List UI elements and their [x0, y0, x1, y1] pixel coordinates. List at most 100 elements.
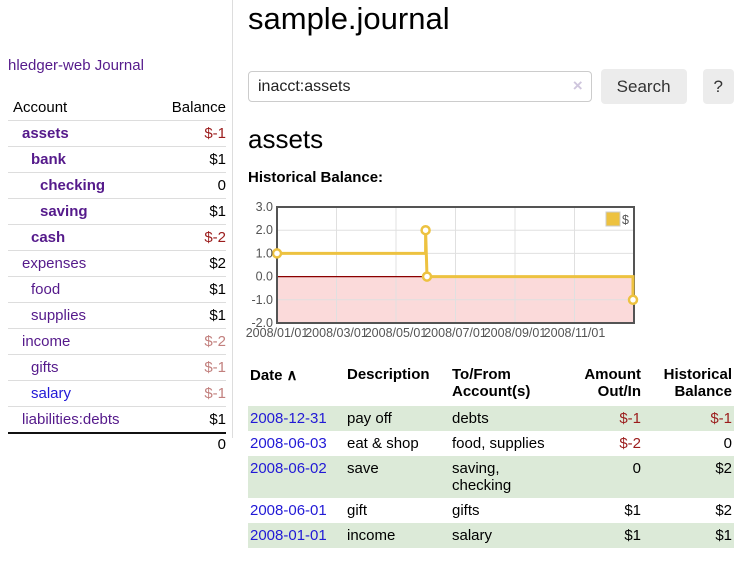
y-tick-label: 0.0	[256, 270, 273, 284]
y-tick-label: -2.0	[251, 316, 273, 330]
account-row: expenses $2	[8, 250, 226, 277]
help-button[interactable]: ?	[702, 69, 734, 105]
transaction-date-link[interactable]: 2008-06-03	[250, 435, 327, 452]
column-header-amount[interactable]: Amount Out/In	[550, 362, 643, 406]
column-header-balance-label2: Balance	[674, 383, 732, 400]
account-balance: $1	[154, 146, 226, 173]
accounts-total-row: 0	[8, 432, 226, 455]
transaction-accounts: saving, checking	[452, 460, 512, 494]
account-row: liabilities:debts $1	[8, 406, 226, 433]
transaction-balance: $-1	[710, 410, 732, 427]
register-row: 2008-01-01 income salary $1 $1	[248, 523, 734, 548]
column-header-description[interactable]: Description	[345, 362, 450, 406]
app-title-link[interactable]: hledger-web	[8, 57, 91, 74]
column-header-description-label: Description	[347, 366, 430, 383]
account-row: saving $1	[8, 198, 226, 225]
account-row: cash $-2	[8, 224, 226, 251]
main-content: sample.journal × Search ? assets Histori…	[248, 0, 734, 186]
x-tick-label: 2008/09/01	[484, 326, 547, 340]
sidebar-item-bank[interactable]: bank	[31, 151, 67, 168]
account-row: supplies $1	[8, 302, 226, 329]
account-row: checking 0	[8, 172, 226, 199]
transaction-amount: $-2	[619, 435, 641, 452]
account-row: bank $1	[8, 146, 226, 173]
sidebar-item-cash[interactable]: cash	[31, 229, 66, 246]
sidebar-item-supplies[interactable]: supplies	[31, 307, 87, 324]
account-row: gifts $-1	[8, 354, 226, 381]
transaction-amount: $1	[624, 502, 641, 519]
search-input[interactable]	[248, 71, 592, 103]
search-button[interactable]: Search	[600, 69, 687, 105]
account-balance: $-1	[204, 125, 226, 142]
register-table: Date ∧ Description To/From Account(s) Amo…	[248, 362, 734, 548]
register-header-row: Date ∧ Description To/From Account(s) Amo…	[248, 362, 734, 406]
account-row: assets $-1	[8, 121, 226, 147]
transaction-date-link[interactable]: 2008-06-02	[250, 460, 327, 477]
transaction-date-link[interactable]: 2008-06-01	[250, 502, 327, 519]
balance-series-line	[277, 230, 635, 300]
account-balance: $1	[154, 406, 226, 433]
sidebar-item-expenses[interactable]: expenses	[22, 255, 87, 272]
account-balance: $-1	[154, 380, 226, 407]
account-balance: $-2	[154, 224, 226, 251]
register-row: 2008-12-31 pay off debts $-1 $-1	[248, 406, 734, 431]
transaction-balance: 0	[723, 435, 732, 452]
x-tick-label: 2008/07/01	[424, 326, 487, 340]
sidebar-item-salary[interactable]: salary	[31, 385, 72, 402]
transaction-balance: $2	[715, 502, 732, 519]
chart-x-axis-labels: 2008/01/01 2008/03/01 2008/05/01 2008/07…	[246, 326, 606, 340]
sidebar-item-saving[interactable]: saving	[40, 203, 88, 220]
chart-border	[276, 206, 635, 324]
x-tick-label: 2008/01/01	[246, 326, 309, 340]
data-point-marker	[420, 224, 431, 236]
sidebar-item-journal[interactable]: Journal	[94, 57, 144, 74]
x-tick-label: 2008/11/01	[544, 326, 606, 340]
transaction-description: pay off	[347, 410, 392, 427]
clear-search-icon[interactable]: ×	[572, 76, 583, 96]
column-header-accounts-label2: Account(s)	[452, 383, 531, 400]
sidebar-divider	[232, 0, 233, 438]
transaction-accounts: food, supplies	[452, 435, 545, 452]
column-header-date[interactable]: Date ∧	[248, 362, 345, 406]
account-row: salary $-1	[8, 380, 226, 407]
transaction-date-link[interactable]: 2008-12-31	[250, 410, 327, 427]
sidebar-item-checking[interactable]: checking	[40, 177, 106, 194]
account-page-title: assets	[248, 124, 324, 155]
sidebar-item-gifts[interactable]: gifts	[31, 359, 59, 376]
y-tick-label: 2.0	[256, 223, 273, 237]
column-header-accounts-label: To/From	[452, 366, 511, 383]
account-balance: $1	[154, 198, 226, 225]
transaction-date-link[interactable]: 2008-01-01	[250, 527, 327, 544]
sidebar-item-assets[interactable]: assets	[22, 125, 69, 142]
sidebar-item-income[interactable]: income	[22, 333, 71, 350]
transaction-amount: 0	[632, 460, 641, 477]
transaction-accounts: gifts	[452, 502, 480, 519]
balance-series-markers	[271, 224, 639, 306]
account-balance: $-2	[154, 328, 226, 355]
data-point-marker	[271, 248, 283, 259]
column-header-balance[interactable]: Historical Balance	[643, 362, 734, 406]
accounts-total-balance: 0	[154, 432, 226, 455]
y-tick-label: 3.0	[256, 200, 273, 214]
column-header-amount-label2: Out/In	[597, 383, 641, 400]
search-input-wrap: ×	[248, 71, 592, 103]
transaction-description: save	[347, 460, 379, 477]
column-header-accounts[interactable]: To/From Account(s)	[450, 362, 550, 406]
data-point-marker	[627, 294, 639, 306]
account-balance: $-1	[154, 354, 226, 381]
account-balance: 0	[154, 172, 226, 199]
transaction-description: gift	[347, 502, 368, 519]
account-row: income $-2	[8, 328, 226, 355]
x-tick-label: 2008/03/01	[305, 326, 368, 340]
data-point-marker	[421, 271, 433, 282]
transaction-accounts: debts	[452, 410, 489, 427]
search-form: × Search ?	[248, 69, 734, 105]
sidebar-item-food[interactable]: food	[31, 281, 61, 298]
x-tick-label: 2008/05/01	[365, 326, 428, 340]
sidebar: hledger-web Journal Account Balance asse…	[0, 0, 232, 455]
sidebar-item-liabilities-debts[interactable]: liabilities:debts	[22, 411, 120, 428]
sort-ascending-icon: ∧	[286, 367, 298, 384]
chart-title: Historical Balance:	[248, 168, 384, 186]
column-header-date-label: Date	[250, 367, 283, 384]
transaction-description: income	[347, 527, 396, 544]
